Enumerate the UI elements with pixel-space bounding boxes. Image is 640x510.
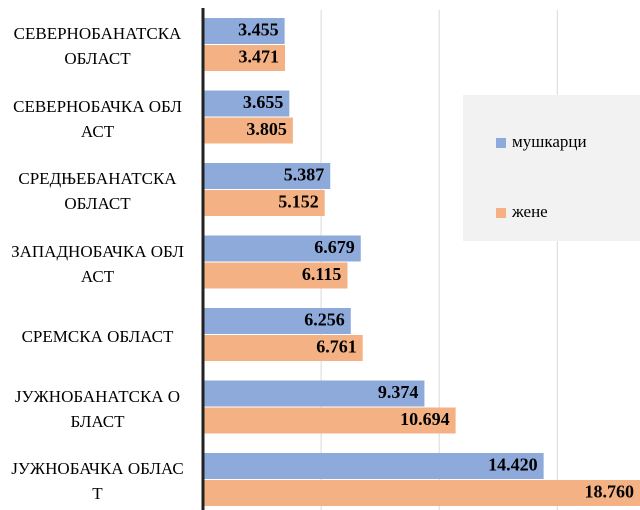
category-label: СЕВЕРНОБАНАТСКА ОБЛАСТ xyxy=(13,24,182,68)
bar xyxy=(203,190,325,216)
bar xyxy=(203,407,456,434)
value-label: 3.455 xyxy=(238,20,279,40)
category-text: СРЕДЊЕБАНАТСКА ОБЛАСТ xyxy=(18,169,177,213)
category-text: СЕВЕРНОБАЧКА ОБЛАСТ xyxy=(13,96,182,141)
category-label: ЈУЖНОБАЧКА ОБЛАСТ xyxy=(11,459,184,503)
legend-swatch xyxy=(496,138,506,148)
legend-swatch xyxy=(496,208,506,218)
category-text: СЕВЕРНОБАНАТСКА ОБЛАСТ xyxy=(13,24,182,68)
value-label: 14.420 xyxy=(488,455,538,475)
bar xyxy=(203,18,285,44)
category-text: ЈУЖНОБАНАТСКА ОБЛАСТ xyxy=(14,386,181,431)
category-label: СЕВЕРНОБАЧКА ОБЛАСТ xyxy=(13,96,182,141)
bar xyxy=(203,163,331,189)
value-label: 18.760 xyxy=(585,482,635,502)
category-label: СРЕМСКА ОБЛАСТ xyxy=(21,326,174,346)
bar xyxy=(203,335,363,361)
value-label: 5.152 xyxy=(278,192,319,212)
bar xyxy=(203,117,293,144)
bar xyxy=(203,90,290,117)
bar xyxy=(203,262,348,289)
category-text: ЗАПАДНОБАЧКА ОБЛАСТ xyxy=(11,241,184,286)
legend-box xyxy=(463,95,640,241)
value-label: 9.374 xyxy=(378,382,419,402)
value-label: 3.805 xyxy=(246,119,287,139)
value-label: 6.256 xyxy=(304,310,345,330)
legend-label: мушкарци xyxy=(512,132,587,151)
category-text: ЈУЖНОБАЧКА ОБЛАСТ xyxy=(11,459,184,503)
bar xyxy=(203,480,640,506)
value-label: 5.387 xyxy=(284,165,325,185)
value-label: 6.761 xyxy=(316,337,357,357)
value-label: 6.115 xyxy=(302,264,342,284)
bar xyxy=(203,308,351,334)
value-label: 3.471 xyxy=(238,47,279,67)
category-label: ЗАПАДНОБАЧКА ОБЛАСТ xyxy=(11,241,184,286)
category-label: ЈУЖНОБАНАТСКА ОБЛАСТ xyxy=(14,386,181,431)
value-label: 6.679 xyxy=(314,237,355,257)
value-label: 10.694 xyxy=(400,409,450,429)
bar xyxy=(203,45,285,71)
category-text: СРЕМСКА ОБЛАСТ xyxy=(21,326,174,346)
bar xyxy=(203,235,361,262)
legend-label: жене xyxy=(511,202,548,221)
bar xyxy=(203,453,544,479)
category-label: СРЕДЊЕБАНАТСКА ОБЛАСТ xyxy=(18,169,177,213)
value-label: 3.655 xyxy=(243,92,284,112)
bar xyxy=(203,380,425,407)
